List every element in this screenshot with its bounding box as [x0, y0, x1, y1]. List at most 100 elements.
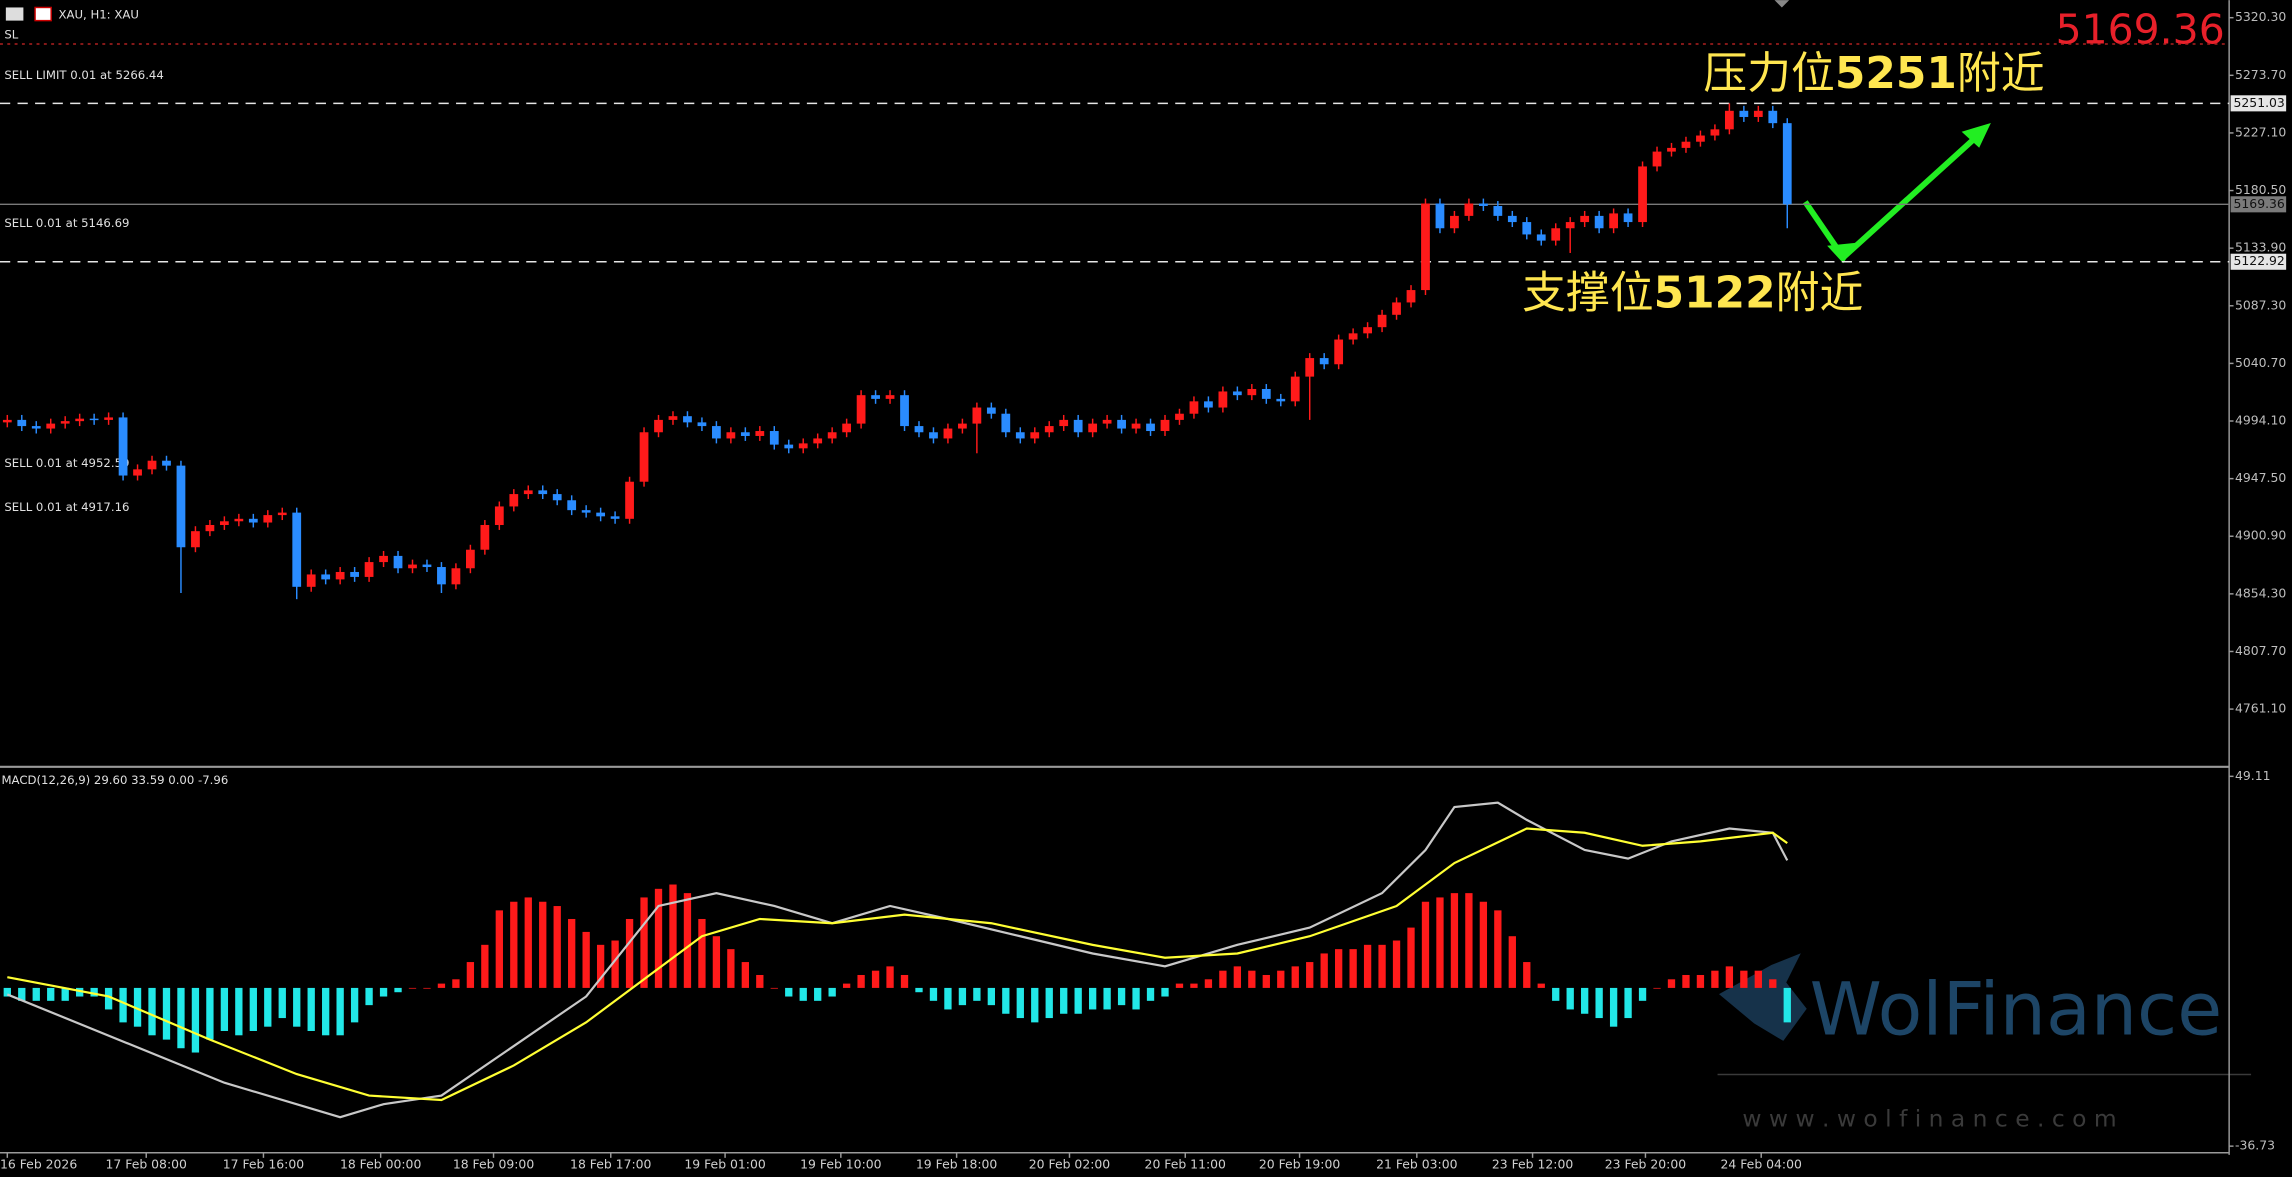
candle-body [625, 481, 634, 519]
histogram-bar [264, 987, 272, 1027]
histogram-bar [1248, 970, 1256, 988]
histogram-bar [1088, 987, 1097, 1010]
histogram-bar [1696, 974, 1705, 988]
candle-body [1710, 129, 1720, 136]
arrow-head [1961, 122, 1991, 148]
candle-body [567, 500, 577, 511]
histogram-bar [133, 987, 142, 1027]
histogram-bar [322, 987, 330, 1036]
histogram-bar [47, 987, 55, 1001]
histogram-bar [1682, 974, 1690, 988]
histogram-bar [1117, 987, 1126, 1006]
candle-body [466, 549, 475, 569]
histogram-bar [510, 901, 518, 988]
histogram-bar [1291, 966, 1299, 988]
candle-body [827, 432, 837, 439]
last-price: 5169.36 [2056, 5, 2225, 53]
histogram-bar [1667, 979, 1676, 988]
watermark-brand: WolFinance [1810, 968, 2223, 1053]
candle-body [726, 432, 736, 439]
candle-body [1073, 419, 1083, 433]
scroll-marker [1774, 0, 1790, 8]
histogram-bar [828, 987, 836, 997]
histogram-bar [1378, 944, 1386, 988]
candle-body [494, 506, 504, 525]
candle-body [205, 524, 215, 532]
histogram-bar [1002, 987, 1010, 1014]
level-label-box [2230, 95, 2287, 112]
candle-body [89, 418, 99, 421]
symbol-icon[interactable] [34, 6, 52, 22]
menu-icon[interactable] [5, 7, 24, 21]
candle-body [986, 407, 996, 414]
histogram-bar [466, 962, 475, 988]
histogram-bar [1552, 987, 1560, 1001]
y-tick-label: 4900.90 [2235, 528, 2286, 543]
candle-body [610, 516, 620, 519]
histogram-bar [741, 962, 749, 988]
candle-body [798, 443, 808, 449]
candle-body [46, 423, 56, 429]
y-tick-label: -36.73 [2235, 1138, 2275, 1153]
histogram-bar [336, 987, 344, 1036]
histogram-bar [871, 970, 880, 988]
histogram-bar [1595, 987, 1603, 1019]
histogram-bar [1711, 970, 1719, 988]
candle-body [1551, 228, 1561, 241]
histogram-bar [1436, 897, 1444, 988]
candle-body [408, 564, 417, 569]
x-tick-label: 16 Feb 2026 [0, 1157, 77, 1172]
candle-body [538, 490, 548, 495]
candle-body [769, 431, 779, 445]
indicator-line [6, 801, 1789, 1119]
histogram-bar [1219, 970, 1227, 988]
histogram-bar [76, 987, 84, 997]
y-tick-label: 5180.50 [2235, 182, 2286, 197]
histogram-bar [987, 987, 996, 1006]
annotation-text: 压力位 [1703, 48, 1835, 99]
histogram-bar [698, 918, 706, 988]
candle-body [1160, 419, 1170, 432]
candle-body [1117, 419, 1126, 429]
histogram-bar [1277, 970, 1285, 988]
candle-body [393, 555, 403, 569]
candle-body [1261, 388, 1271, 399]
candle-body [1507, 215, 1517, 223]
candle-body [958, 423, 967, 429]
candle-body [451, 568, 461, 585]
y-tick-label: 4761.10 [2235, 701, 2286, 716]
candle-body [335, 571, 345, 580]
histogram-bar [842, 983, 851, 988]
histogram-bar [18, 987, 26, 1001]
histogram-bar [1306, 962, 1314, 988]
histogram-bar [1450, 893, 1459, 988]
histogram-bar [1335, 949, 1343, 988]
histogram-bar [1638, 987, 1647, 1001]
x-tick-label: 20 Feb 11:00 [1145, 1157, 1226, 1172]
histogram-bar [379, 987, 388, 997]
candle-body [75, 418, 85, 422]
histogram-bar [452, 979, 460, 988]
level-label-box [2230, 253, 2287, 270]
y-tick-label: 5227.10 [2235, 124, 2286, 139]
histogram-bar [944, 987, 952, 1010]
candle-body [1565, 222, 1575, 229]
candle-body [292, 512, 302, 587]
candle-body [943, 428, 953, 439]
x-tick-label: 18 Feb 17:00 [570, 1157, 651, 1172]
histogram-bar [1508, 936, 1516, 988]
histogram-bar [1392, 940, 1401, 988]
candle-body [1232, 391, 1242, 396]
y-tick-label: 4854.30 [2235, 585, 2286, 600]
candle-body [813, 438, 823, 444]
candle-body [60, 421, 70, 424]
candle-body [1102, 419, 1112, 424]
candle-body [856, 395, 866, 424]
y-tick-label: 5040.70 [2235, 355, 2286, 370]
histogram-bar [1363, 944, 1372, 988]
x-tick-label: 24 Feb 04:00 [1721, 1157, 1802, 1172]
histogram-bar [191, 987, 200, 1053]
histogram-bar [1233, 966, 1242, 988]
candle-body [885, 395, 895, 399]
histogram-bar [683, 893, 692, 988]
